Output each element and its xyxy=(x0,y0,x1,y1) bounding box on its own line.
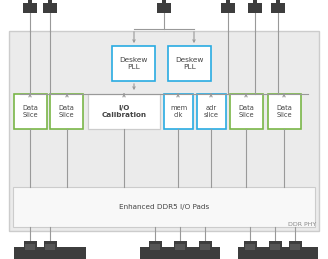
Text: adr
slice: adr slice xyxy=(204,105,219,118)
FancyBboxPatch shape xyxy=(153,250,157,253)
FancyBboxPatch shape xyxy=(238,247,318,259)
FancyBboxPatch shape xyxy=(149,241,161,250)
FancyBboxPatch shape xyxy=(44,241,56,250)
FancyBboxPatch shape xyxy=(276,0,280,3)
FancyBboxPatch shape xyxy=(268,94,301,129)
FancyBboxPatch shape xyxy=(112,46,155,81)
FancyBboxPatch shape xyxy=(178,250,182,253)
FancyBboxPatch shape xyxy=(150,244,160,250)
FancyBboxPatch shape xyxy=(175,244,185,250)
Text: Data
Slice: Data Slice xyxy=(59,105,74,118)
FancyBboxPatch shape xyxy=(9,31,319,231)
Text: Data
Slice: Data Slice xyxy=(277,105,293,118)
FancyBboxPatch shape xyxy=(200,244,210,250)
FancyBboxPatch shape xyxy=(198,241,212,250)
FancyBboxPatch shape xyxy=(293,250,297,253)
FancyBboxPatch shape xyxy=(28,0,32,3)
Text: Data
Slice: Data Slice xyxy=(23,105,38,118)
FancyBboxPatch shape xyxy=(270,244,280,250)
FancyBboxPatch shape xyxy=(43,3,57,13)
FancyBboxPatch shape xyxy=(273,250,277,253)
FancyBboxPatch shape xyxy=(14,94,47,129)
FancyBboxPatch shape xyxy=(203,250,207,253)
FancyBboxPatch shape xyxy=(140,247,220,259)
FancyBboxPatch shape xyxy=(88,94,160,129)
FancyBboxPatch shape xyxy=(23,3,37,13)
Text: Deskew
PLL: Deskew PLL xyxy=(175,57,204,70)
Text: mem
clk: mem clk xyxy=(170,105,187,118)
FancyBboxPatch shape xyxy=(248,3,262,13)
FancyBboxPatch shape xyxy=(226,0,230,3)
FancyBboxPatch shape xyxy=(230,94,263,129)
FancyBboxPatch shape xyxy=(13,187,315,227)
FancyBboxPatch shape xyxy=(168,46,211,81)
FancyBboxPatch shape xyxy=(269,241,281,250)
FancyBboxPatch shape xyxy=(290,244,300,250)
FancyBboxPatch shape xyxy=(289,241,301,250)
Text: DDR PHY: DDR PHY xyxy=(288,221,316,227)
FancyBboxPatch shape xyxy=(48,0,52,3)
Text: I/O
Calibration: I/O Calibration xyxy=(101,105,147,118)
FancyBboxPatch shape xyxy=(28,250,32,253)
FancyBboxPatch shape xyxy=(50,94,83,129)
FancyBboxPatch shape xyxy=(248,250,252,253)
FancyBboxPatch shape xyxy=(271,3,285,13)
FancyBboxPatch shape xyxy=(45,244,55,250)
FancyBboxPatch shape xyxy=(221,3,235,13)
Text: Data
Slice: Data Slice xyxy=(238,105,255,118)
FancyBboxPatch shape xyxy=(157,3,171,13)
Text: Deskew
PLL: Deskew PLL xyxy=(119,57,148,70)
FancyBboxPatch shape xyxy=(245,244,255,250)
FancyBboxPatch shape xyxy=(197,94,226,129)
FancyBboxPatch shape xyxy=(164,94,193,129)
FancyBboxPatch shape xyxy=(48,250,52,253)
FancyBboxPatch shape xyxy=(25,244,35,250)
FancyBboxPatch shape xyxy=(14,247,86,259)
FancyBboxPatch shape xyxy=(253,0,257,3)
FancyBboxPatch shape xyxy=(174,241,187,250)
Text: Enhanced DDR5 I/O Pads: Enhanced DDR5 I/O Pads xyxy=(119,204,209,210)
FancyBboxPatch shape xyxy=(162,0,166,3)
FancyBboxPatch shape xyxy=(243,241,256,250)
FancyBboxPatch shape xyxy=(24,241,36,250)
